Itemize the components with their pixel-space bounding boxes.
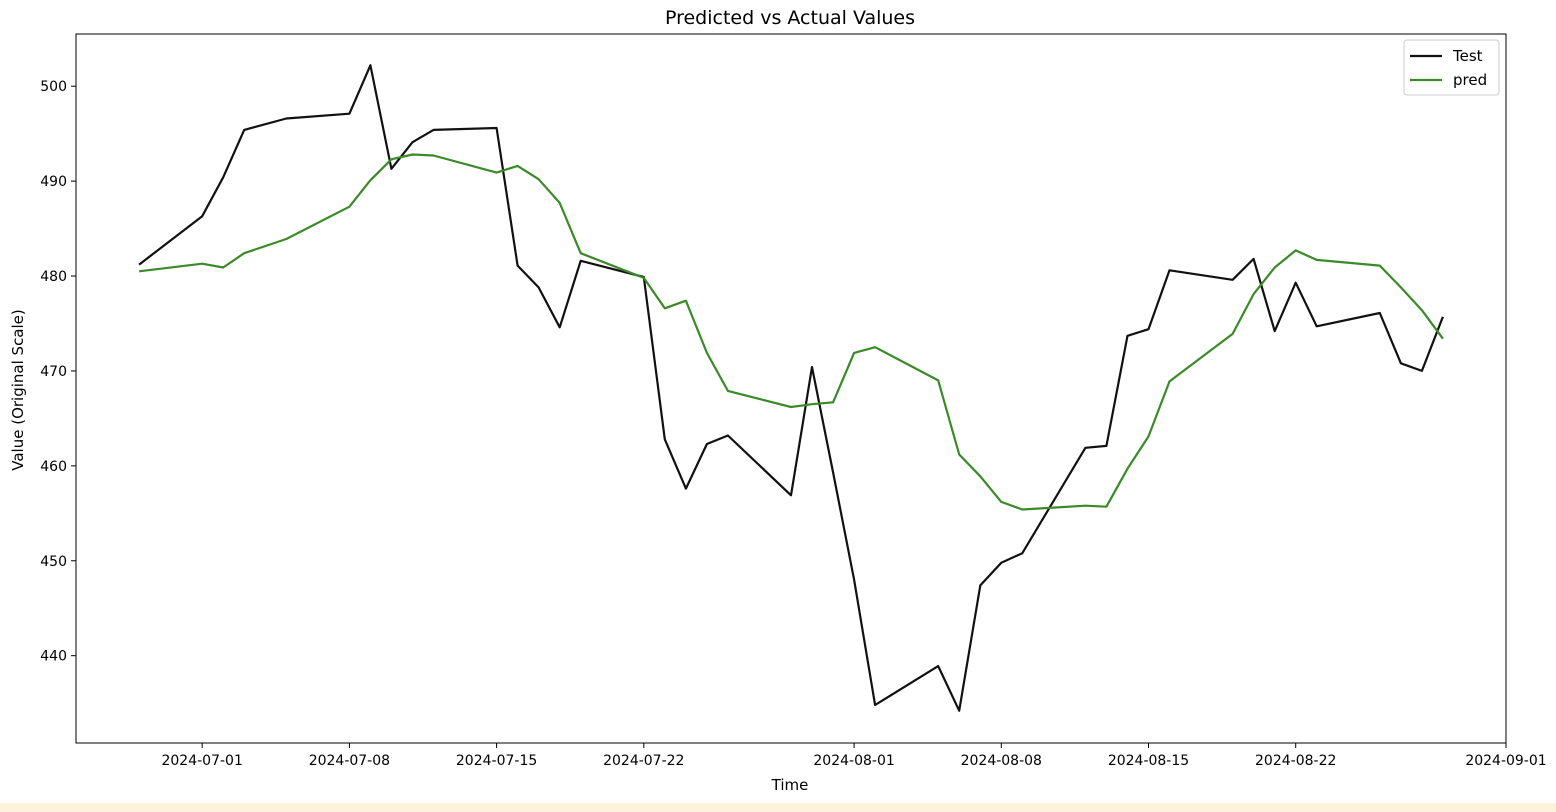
chart-title: Predicted vs Actual Values — [665, 7, 915, 29]
x-tick-label: 2024-08-22 — [1255, 753, 1336, 769]
x-axis-label: Time — [771, 776, 809, 794]
y-tick-label: 450 — [40, 554, 67, 570]
x-tick-label: 2024-07-15 — [456, 753, 537, 769]
x-tick-label: 2024-08-15 — [1108, 753, 1189, 769]
bottom-strip — [0, 803, 1556, 812]
x-tick-label: 2024-07-08 — [309, 753, 390, 769]
y-tick-label: 470 — [40, 364, 67, 380]
series-line-test — [138, 64, 1444, 712]
x-tick-label: 2024-07-01 — [161, 753, 242, 769]
y-axis-label: Value (Original Scale) — [9, 309, 27, 470]
legend-label: Test — [1452, 47, 1483, 65]
x-tick-label: 2024-08-08 — [961, 753, 1042, 769]
plot-frame — [75, 33, 1507, 744]
x-tick-label: 2024-09-01 — [1465, 753, 1546, 769]
y-tick-label: 440 — [40, 649, 67, 665]
x-tick-label: 2024-08-01 — [813, 753, 894, 769]
y-tick-label: 460 — [40, 459, 67, 475]
y-tick-label: 490 — [40, 174, 67, 190]
series-line-pred — [138, 153, 1444, 511]
axis-ticks: 2024-07-01 2024-07-08 2024-07-15 2024-07-22… — [40, 79, 1546, 769]
y-tick-label: 500 — [40, 79, 67, 95]
y-tick-label: 480 — [40, 269, 67, 285]
plot-lines — [138, 64, 1444, 712]
legend-box — [1403, 39, 1500, 96]
legend-label: pred — [1453, 71, 1487, 89]
x-tick-label: 2024-07-22 — [603, 753, 684, 769]
legend: Test pred — [1403, 39, 1500, 96]
